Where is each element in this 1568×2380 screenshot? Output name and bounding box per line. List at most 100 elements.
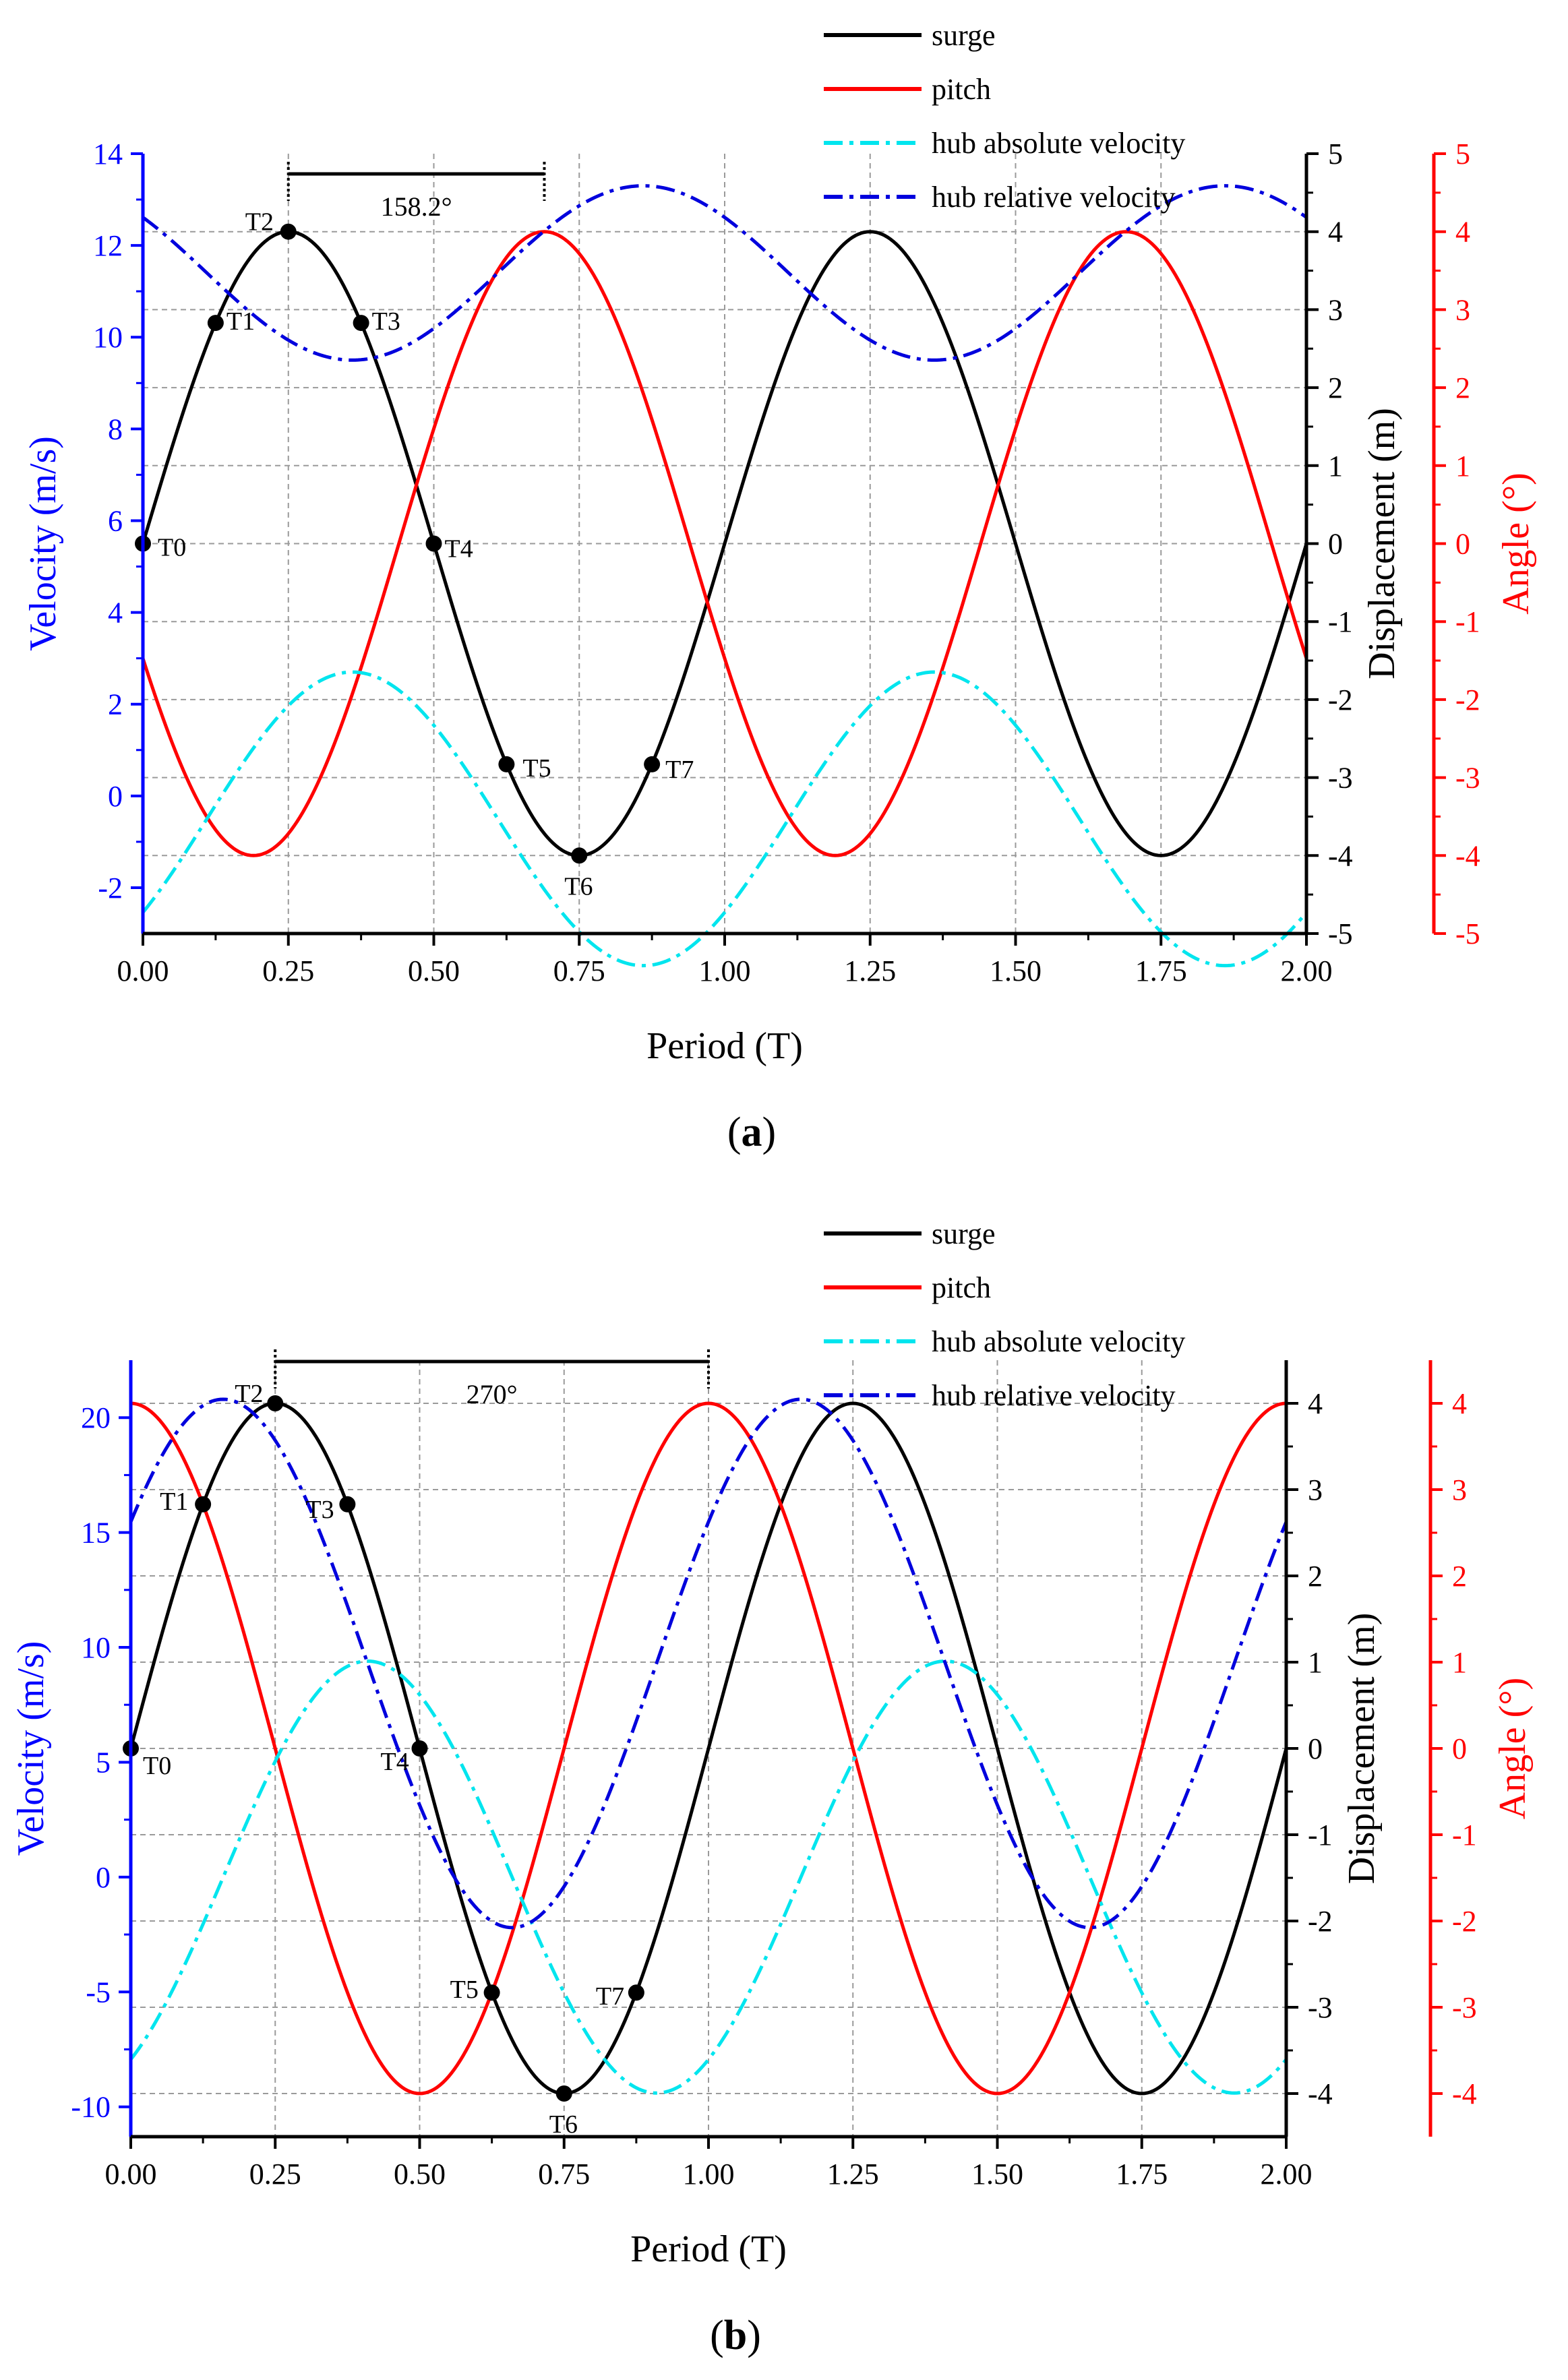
x-tick-label: 1.00 (699, 954, 751, 987)
series-line-hub_rel (129, 1397, 1288, 1930)
displacement-tick-label: 4 (1308, 1387, 1323, 1420)
phase-annotation: 158.2° (287, 162, 546, 222)
point-t2 (280, 223, 297, 240)
point-t5 (498, 756, 515, 772)
velocity-tick-label: 15 (81, 1517, 111, 1550)
legend-label-hub_rel: hub relative velocity (932, 1379, 1176, 1412)
marked-points: T0 T1 T2 T3 T4 T5 T6 T7 (135, 208, 694, 901)
velocity-tick-label: 4 (108, 597, 123, 630)
series-line-hub_abs (129, 1659, 1288, 2095)
displacement-tick-label: 4 (1328, 216, 1343, 249)
legend: surge pitch hub absolute velocity hub relat… (824, 1217, 1185, 1412)
displacement-tick-label: -3 (1328, 762, 1353, 795)
angle-tick-label: -2 (1452, 1905, 1477, 1938)
phase-annotation: 270° (274, 1349, 710, 1409)
velocity-axis-title: Velocity (m/s) (10, 1641, 52, 1856)
series-line-surge (141, 230, 1308, 857)
displacement-axis-title: Displacement (m) (1341, 1613, 1383, 1885)
x-axis-title: Period (T) (646, 1025, 803, 1067)
point-t2 (267, 1395, 284, 1411)
point-t7 (628, 1984, 644, 2001)
angle-tick-label: 4 (1452, 1387, 1467, 1420)
velocity-tick-label: 12 (93, 229, 123, 262)
panel-caption-letter: a (742, 1109, 762, 1155)
legend-label-hub_rel: hub relative velocity (932, 181, 1176, 214)
displacement-tick-label: 2 (1308, 1560, 1323, 1593)
point-label-t4: T4 (445, 535, 473, 563)
velocity-tick-label: 10 (93, 321, 123, 354)
displacement-tick-label: -1 (1308, 1819, 1333, 1852)
displacement-axis-title: Displacement (m) (1361, 408, 1403, 679)
velocity-tick-label: -5 (86, 1976, 111, 2009)
series-line-pitch (130, 1401, 1287, 2096)
marked-points: T0 T1 T2 T3 T4 T5 T6 T7 (123, 1380, 644, 2139)
x-tick-label: 0.50 (408, 954, 460, 987)
x-tick-label: 0.75 (538, 2158, 590, 2191)
x-axis-title: Period (T) (630, 2228, 787, 2270)
angle-tick-label: 0 (1452, 1732, 1467, 1765)
x-tick-label: 1.00 (683, 2158, 735, 2191)
legend: surge pitch hub absolute velocity hub relat… (824, 19, 1185, 214)
panel-caption: (b) (710, 2313, 761, 2358)
angle-tick-label: 0 (1455, 528, 1470, 561)
angle-tick-label: 2 (1455, 371, 1470, 404)
displacement-tick-label: 2 (1328, 371, 1343, 404)
angle-tick-label: -4 (1455, 839, 1480, 872)
angle-tick-label: -4 (1452, 2077, 1477, 2110)
panel-caption: (a) (727, 1109, 776, 1155)
series-line-surge (129, 1401, 1288, 2096)
velocity-tick-label: -2 (98, 872, 123, 905)
chart-a: T0 T1 T2 T3 T4 T5 T6 T7 158.2° 0.00 0.25 0.50 0.75 1.… (22, 138, 1537, 1155)
point-label-t3: T3 (305, 1496, 334, 1524)
angle-tick-label: 1 (1455, 450, 1470, 483)
point-t1 (207, 315, 224, 332)
displacement-tick-label: -2 (1328, 683, 1353, 716)
point-label-t0: T0 (158, 534, 186, 562)
legend-label-pitch: pitch (932, 1271, 991, 1304)
x-tick-label: 0.00 (117, 954, 169, 987)
axes: 0.00 0.25 0.50 0.75 1.00 1.25 1.50 1.75 2.00 Peri… (10, 1360, 1534, 2270)
point-label-t0: T0 (143, 1752, 171, 1780)
point-label-t5: T5 (450, 1976, 479, 2004)
point-t3 (339, 1496, 356, 1513)
displacement-tick-label: 1 (1308, 1646, 1323, 1679)
displacement-tick-label: 3 (1328, 293, 1343, 326)
velocity-tick-label: 0 (96, 1861, 111, 1894)
velocity-tick-label: 10 (81, 1631, 111, 1664)
phase-angle-label: 158.2° (381, 191, 452, 222)
displacement-tick-label: 3 (1308, 1473, 1323, 1506)
displacement-tick-label: -5 (1328, 917, 1353, 950)
angle-tick-label: 1 (1452, 1646, 1467, 1679)
point-t4 (425, 535, 442, 552)
displacement-tick-label: -2 (1308, 1905, 1333, 1938)
legend-label-surge: surge (932, 19, 996, 52)
angle-tick-label: 4 (1455, 216, 1470, 249)
legend-label-pitch: pitch (932, 73, 991, 106)
series-line-pitch (141, 230, 1308, 857)
angle-axis-title: Angle (°) (1495, 472, 1537, 615)
point-t6 (571, 847, 588, 864)
angle-tick-label: 3 (1455, 293, 1470, 326)
panel-caption-letter: b (724, 2313, 747, 2358)
velocity-axis-title: Velocity (m/s) (22, 436, 64, 651)
velocity-tick-label: 0 (108, 780, 123, 813)
legend-label-surge: surge (932, 1217, 996, 1250)
displacement-tick-label: 1 (1328, 450, 1343, 483)
point-t1 (195, 1496, 212, 1513)
x-tick-label: 0.75 (553, 954, 605, 987)
x-tick-label: 1.75 (1116, 2158, 1168, 2191)
axes: 0.00 0.25 0.50 0.75 1.00 1.25 1.50 1.75 2.00 Peri… (22, 138, 1537, 1067)
point-label-t5: T5 (522, 754, 551, 783)
legend-label-hub_abs: hub absolute velocity (932, 1325, 1185, 1358)
x-tick-label: 0.25 (249, 2158, 301, 2191)
velocity-tick-label: -10 (71, 2091, 111, 2124)
displacement-tick-label: -4 (1308, 2077, 1333, 2110)
point-t3 (353, 315, 369, 332)
x-tick-label: 1.50 (990, 954, 1042, 987)
point-t4 (411, 1740, 428, 1757)
angle-axis-title: Angle (°) (1492, 1678, 1534, 1820)
point-t6 (555, 2085, 572, 2102)
point-label-t1: T1 (227, 307, 255, 336)
velocity-tick-label: 20 (81, 1401, 111, 1434)
